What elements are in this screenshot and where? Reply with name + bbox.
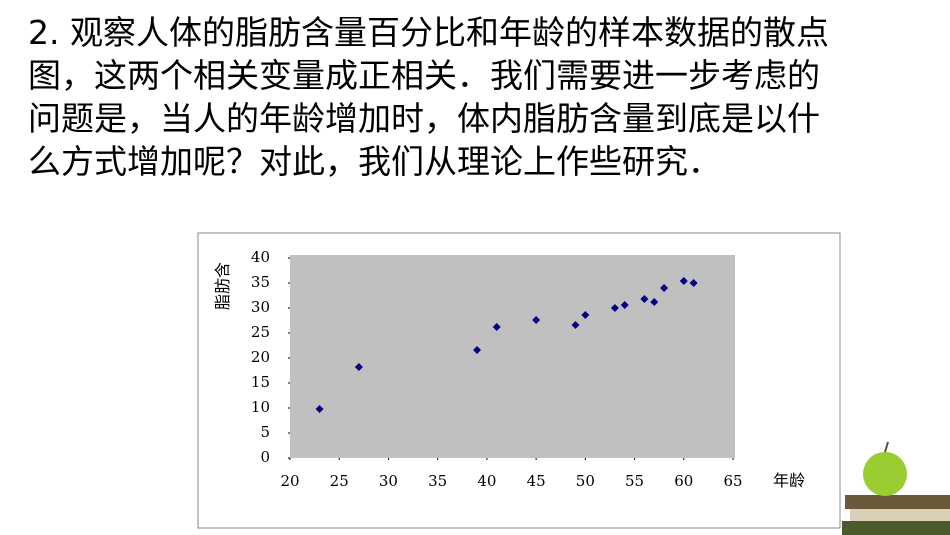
point [689, 279, 698, 287]
point [354, 363, 363, 371]
y-tick-label: 25 [251, 323, 270, 341]
plot-area [290, 255, 735, 458]
x-axis-label: 年龄 [773, 471, 805, 490]
apple-decoration [842, 441, 950, 535]
y-tick-label: 30 [251, 298, 270, 316]
point [532, 316, 541, 324]
point [679, 277, 688, 285]
text-line: 2. 观察人体的脂肪含量百分比和年龄的样本数据的散点 [28, 13, 829, 52]
point [492, 323, 501, 331]
point [571, 321, 580, 329]
y-tick-label: 40 [251, 248, 270, 266]
point [610, 304, 619, 312]
y-tick-label: 10 [251, 398, 270, 416]
x-tick-label: 20 [280, 472, 299, 490]
x-tick-label: 50 [576, 472, 595, 490]
y-tick-label: 0 [260, 448, 270, 466]
point [581, 311, 590, 319]
y-tick-label: 5 [260, 423, 270, 441]
text-line: 问题是，当人的年龄增加时，体内脂肪含量到底是以什 [28, 99, 820, 138]
y-tick-label: 20 [251, 348, 270, 366]
x-tick-label: 25 [330, 472, 349, 490]
point [315, 405, 324, 413]
text-line: 图，这两个相关变量成正相关．我们需要进一步考虑的 [28, 56, 820, 95]
x-tick-label: 60 [674, 472, 693, 490]
text-line: 么方式增加呢？对此，我们从理论上作些研究． [28, 142, 721, 181]
point [660, 284, 669, 292]
x-tick-label: 65 [723, 472, 742, 490]
y-tick-label: 35 [251, 273, 270, 291]
x-tick-label: 30 [379, 472, 398, 490]
x-tick-label: 45 [527, 472, 546, 490]
point [620, 301, 629, 309]
x-tick-label: 40 [477, 472, 496, 490]
point [640, 295, 649, 303]
x-tick-label: 35 [428, 472, 447, 490]
point [650, 298, 659, 306]
x-tick-label: 55 [625, 472, 644, 490]
y-tick-label: 15 [251, 373, 270, 391]
y-axis-label: 脂肪含 [213, 262, 232, 310]
point [473, 346, 482, 354]
